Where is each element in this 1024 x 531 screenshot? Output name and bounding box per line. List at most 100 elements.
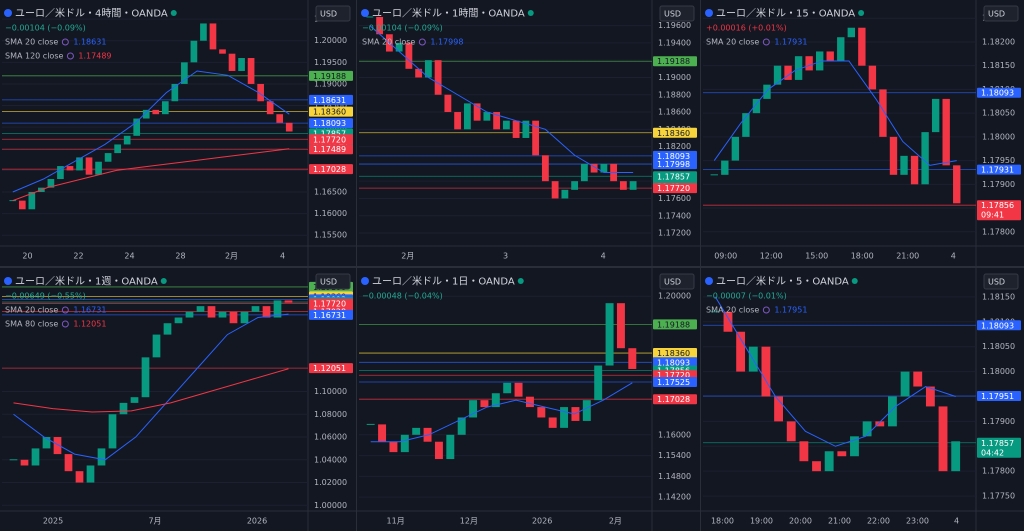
candle <box>31 448 40 466</box>
chart-panel[interactable]: 1.10000 1.08000 1.06000 1.04000 1.02000 1.000… <box>0 268 356 531</box>
y-tick-label: 1.17600 <box>658 194 691 203</box>
x-tick-label: 28 <box>175 252 185 261</box>
y-tick-label: 1.15500 <box>314 231 347 240</box>
y-tick-label: 1.19000 <box>658 73 691 82</box>
indicator-label[interactable]: SMA 20 close <box>362 38 415 47</box>
candle <box>761 346 771 397</box>
price-tag-label: 1.12051 <box>313 364 346 373</box>
market-status <box>851 278 858 284</box>
candle <box>238 58 245 71</box>
currency-button[interactable] <box>983 5 1019 22</box>
candle <box>590 163 598 173</box>
y-tick-label: 1.18050 <box>982 342 1015 351</box>
sma-line <box>13 313 289 461</box>
y-tick-label: 1.18050 <box>982 109 1015 118</box>
candle <box>104 153 112 162</box>
y-tick-label: 1.14800 <box>658 472 691 481</box>
indicator-value: 1.17951 <box>774 306 807 315</box>
y-tick-label: 1.08000 <box>314 410 347 419</box>
currency-label[interactable]: USD <box>988 278 1005 287</box>
candle <box>582 400 591 421</box>
chart-panel[interactable]: 1.182501.182001.181501.181001.180501.180… <box>701 0 1024 266</box>
indicator-value: 1.17998 <box>430 38 463 47</box>
candle <box>130 397 139 403</box>
price-tag-countdown: 09:41 <box>981 211 1004 220</box>
sma-line <box>12 148 290 202</box>
chart-panel[interactable]: 1.196001.194001.192001.190001.188001.186… <box>357 0 700 266</box>
candle <box>600 163 608 173</box>
candle <box>736 331 746 372</box>
market-status <box>858 10 865 16</box>
candle <box>389 441 398 453</box>
candle <box>400 434 409 453</box>
candle <box>953 165 961 204</box>
currency-button[interactable] <box>659 5 695 22</box>
candle <box>900 155 908 175</box>
y-tick-label: 1.19400 <box>658 38 691 47</box>
currency-label[interactable]: USD <box>988 10 1005 19</box>
y-tick-label: 1.18500 <box>314 101 347 110</box>
market-status <box>160 278 167 284</box>
candle <box>910 155 919 185</box>
y-tick-label: 1.10000 <box>314 387 347 396</box>
y-tick-label: 1.17950 <box>982 156 1015 165</box>
price-tag <box>309 309 353 320</box>
price-tag <box>653 376 697 387</box>
indicator-label[interactable]: SMA 80 close <box>5 320 58 329</box>
symbol-logo <box>4 277 12 285</box>
chart-panel[interactable]: 1.181501.181001.180501.180001.179501.179… <box>701 268 1024 531</box>
candle <box>229 311 238 324</box>
candle <box>95 161 102 175</box>
indicator-value: 1.17931 <box>774 38 807 47</box>
x-tick-label: 2025 <box>43 517 63 526</box>
currency-label[interactable]: USD <box>320 10 337 19</box>
candle <box>97 448 106 466</box>
symbol-title: ユーロ／米ドル・1時間・OANDA <box>372 7 525 20</box>
candle <box>75 471 84 483</box>
x-tick-label: 20 <box>22 252 32 261</box>
candle <box>837 451 847 457</box>
price-tag-label: 1.16731 <box>313 311 346 320</box>
y-tick-label: 1.18200 <box>658 142 691 151</box>
candle <box>185 311 194 318</box>
candle <box>405 42 413 69</box>
x-tick-label: 20:00 <box>789 517 812 526</box>
currency-button[interactable] <box>315 5 351 22</box>
candle <box>900 371 910 397</box>
candle <box>522 120 530 138</box>
candle <box>931 98 940 133</box>
candle <box>532 120 540 156</box>
candle <box>469 400 478 418</box>
candle <box>889 136 898 175</box>
indicator-label[interactable]: SMA 20 close <box>5 38 58 47</box>
x-tick-label: 12月 <box>460 517 478 526</box>
price-tag <box>309 134 353 145</box>
chart-panel[interactable]: 1.205001.200001.195001.190001.185001.180… <box>0 0 356 266</box>
currency-button[interactable] <box>659 273 695 290</box>
y-tick-label: 1.04000 <box>314 455 347 464</box>
x-tick-label: 3 <box>503 252 508 261</box>
currency-label[interactable]: USD <box>664 10 681 19</box>
candle <box>710 174 718 176</box>
symbol-logo <box>361 9 369 17</box>
indicator-label[interactable]: SMA 20 close <box>5 306 58 315</box>
currency-label[interactable]: USD <box>320 278 337 287</box>
chart-panel[interactable]: 1.20000 1.16000 1.15400 1.14800 1.14200 11月 12… <box>357 268 700 531</box>
price-tag-label: 1.19188 <box>657 320 690 329</box>
currency-button[interactable] <box>315 273 351 290</box>
indicator-label[interactable]: SMA 120 close <box>5 52 63 61</box>
candle <box>218 311 227 318</box>
candle <box>560 407 569 428</box>
indicator-label[interactable]: SMA 20 close <box>706 38 759 47</box>
candle <box>76 157 83 171</box>
indicator-label[interactable]: SMA 20 close <box>706 306 759 315</box>
x-tick-label: 12:00 <box>760 252 783 261</box>
currency-label[interactable]: USD <box>664 278 681 287</box>
candle <box>141 357 150 398</box>
price-tag <box>309 118 353 129</box>
price-tag-label: 1.17489 <box>313 145 346 154</box>
x-tick-label: 2月 <box>609 517 622 526</box>
currency-button[interactable] <box>983 273 1019 290</box>
candle <box>66 166 74 171</box>
price-tag-label: 1.18631 <box>313 96 346 105</box>
